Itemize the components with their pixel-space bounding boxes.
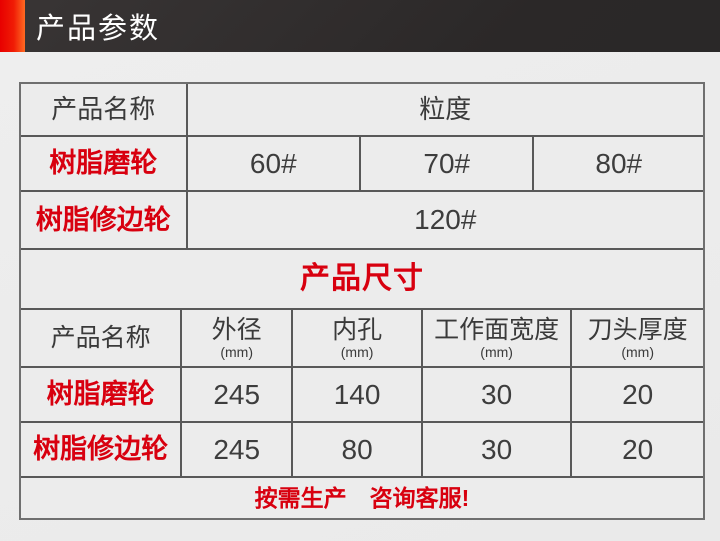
trimming-bore-cell: 80 (293, 423, 421, 476)
grit-70-cell: 70# (361, 137, 533, 190)
size-header-outer-diameter-cell: 外径 (mm) (182, 310, 292, 366)
trimming-wheel-label: 树脂修边轮 (35, 204, 171, 235)
trimming-face-width-value: 30 (481, 433, 513, 465)
size-section-title: 产品尺寸 (300, 262, 424, 296)
footer-note: 按需生产 咨询客服! (254, 484, 470, 511)
grit-120-value: 120# (414, 204, 477, 236)
size-trimming-wheel-label: 树脂修边轮 (33, 434, 169, 465)
size-header-name: 产品名称 (50, 323, 151, 352)
size-header-blade-thickness-unit: (mm) (621, 343, 654, 360)
page-title: 产品参数 (36, 13, 161, 45)
size-section-title-cell: 产品尺寸 (21, 250, 703, 308)
grit-80-cell: 80# (534, 137, 703, 190)
size-header-face-width-unit: (mm) (480, 343, 513, 360)
header-bar: 产品参数 (0, 0, 720, 52)
grit-row-grinding-name-cell: 树脂磨轮 (21, 137, 186, 190)
trimming-blade-thickness-cell: 20 (572, 423, 703, 476)
size-header-bore-unit: (mm) (340, 343, 374, 360)
grit-name-header-label: 产品名称 (51, 93, 156, 124)
grit-80-value: 80# (595, 147, 643, 179)
size-header-name-cell: 产品名称 (21, 310, 181, 366)
size-row-grinding-name-cell: 树脂磨轮 (21, 368, 181, 421)
grit-60-value: 60# (249, 147, 297, 179)
product-spec-table: 产品名称 粒度 树脂磨轮 60# 70# 80# 树脂修边轮 120# 产品尺寸… (19, 82, 705, 520)
size-header-bore: 内孔 (332, 315, 383, 344)
size-header-face-width-cell: 工作面宽度 (mm) (422, 310, 571, 366)
grinding-bore-value: 140 (333, 378, 381, 410)
size-header-outer-diameter: 外径 (211, 315, 262, 344)
size-header-blade-thickness: 刀头厚度 (587, 315, 688, 344)
grit-name-header-cell: 产品名称 (21, 84, 186, 135)
grit-120-cell: 120# (187, 192, 703, 248)
trimming-outer-diameter-cell: 245 (182, 423, 292, 476)
grinding-face-width-value: 30 (481, 378, 513, 410)
grit-value-header-label: 粒度 (419, 93, 472, 124)
grit-70-value: 70# (423, 147, 471, 179)
trimming-outer-diameter-value: 245 (213, 433, 261, 465)
grinding-wheel-label: 树脂磨轮 (49, 148, 158, 179)
grinding-face-width-cell: 30 (422, 368, 571, 421)
grit-table: 产品名称 粒度 树脂磨轮 60# 70# 80# 树脂修边轮 120# (21, 84, 703, 248)
grit-row-trimming-name-cell: 树脂修边轮 (21, 192, 186, 248)
size-table: 产品名称 外径 (mm) 内孔 (mm) 工作面宽度 (mm) 刀头厚度 (mm… (21, 310, 703, 476)
grinding-blade-thickness-value: 20 (622, 378, 654, 410)
size-header-outer-diameter-unit: (mm) (220, 343, 254, 360)
grit-60-cell: 60# (187, 137, 360, 190)
size-row-trimming-name-cell: 树脂修边轮 (21, 423, 181, 476)
red-accent-stripe (0, 0, 25, 52)
size-header-face-width: 工作面宽度 (434, 315, 560, 344)
grinding-bore-cell: 140 (293, 368, 421, 421)
size-header-blade-thickness-cell: 刀头厚度 (mm) (572, 310, 703, 366)
trimming-face-width-cell: 30 (422, 423, 571, 476)
trimming-blade-thickness-value: 20 (622, 433, 654, 465)
grinding-outer-diameter-cell: 245 (182, 368, 292, 421)
grinding-blade-thickness-cell: 20 (572, 368, 703, 421)
footer-note-cell: 按需生产 咨询客服! (21, 478, 703, 518)
trimming-bore-value: 80 (341, 433, 373, 465)
size-grinding-wheel-label: 树脂磨轮 (46, 379, 155, 410)
size-header-bore-cell: 内孔 (mm) (293, 310, 421, 366)
grinding-outer-diameter-value: 245 (213, 378, 261, 410)
grit-value-header-cell: 粒度 (187, 84, 703, 135)
